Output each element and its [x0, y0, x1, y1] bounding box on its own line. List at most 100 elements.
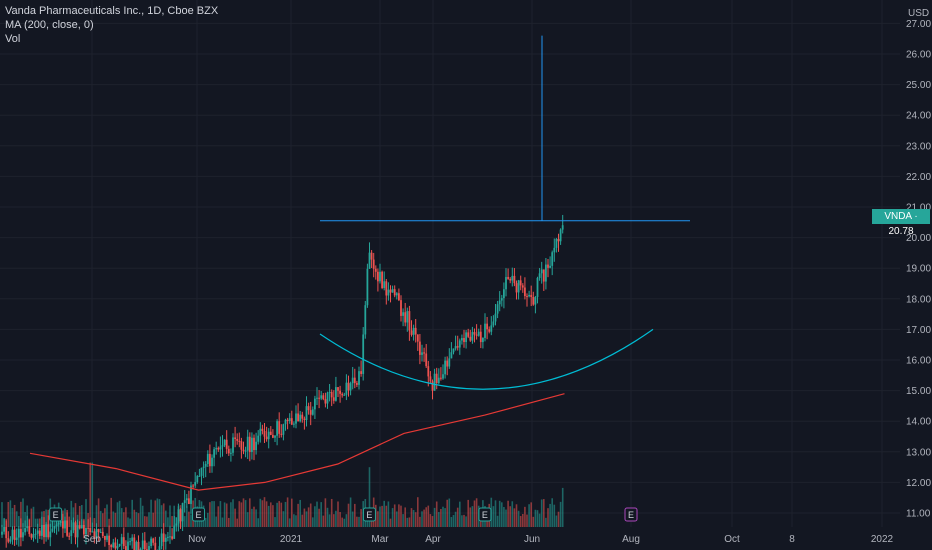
volume-bar [135, 512, 138, 527]
candle-body [374, 268, 377, 272]
volume-bar [171, 516, 173, 527]
candle-body [519, 280, 522, 286]
volume-bar [557, 511, 560, 527]
volume-bar [471, 506, 474, 527]
price-tick-label: 14.00 [906, 417, 931, 428]
rounded-bottom-curve [319, 328, 654, 390]
volume-bar [129, 518, 131, 527]
candle-body [524, 287, 526, 297]
volume-bar [347, 503, 350, 527]
volume-bar [494, 500, 497, 527]
candle-body [288, 418, 291, 422]
volume-bar [429, 514, 432, 527]
volume-bar [20, 501, 22, 527]
candle-body [99, 531, 102, 533]
candle-body [22, 532, 24, 538]
candle-body [227, 448, 230, 454]
candle-body [482, 337, 484, 343]
candle-body [353, 377, 356, 384]
volume-bar [431, 516, 434, 527]
candle-body [87, 527, 89, 529]
candle-body [332, 397, 335, 401]
volume-bar [534, 509, 537, 527]
time-tick-label: Jun [524, 534, 540, 545]
volume-bar [133, 509, 136, 527]
volume-bar [158, 499, 161, 527]
candle-body [316, 397, 318, 399]
candle-body [307, 406, 310, 411]
candle-body [152, 538, 155, 543]
volume-bar [32, 506, 35, 527]
volume-bar [454, 511, 457, 527]
volume-bar [137, 513, 140, 527]
time-axis[interactable]: Sep Nov 2021 Mar Apr Jun Aug Oct 8 2022 [83, 534, 893, 545]
candle-body [389, 289, 392, 293]
candle-body [95, 529, 98, 539]
volume-bar [356, 516, 358, 527]
price-axis-currency: USD [908, 8, 929, 19]
volume-bar [74, 503, 77, 527]
volume-bar [465, 516, 467, 527]
volume-bar [272, 505, 274, 527]
volume-bar [559, 501, 562, 527]
volume-bar [156, 498, 159, 527]
candle-body [295, 413, 297, 424]
price-tick-label: 16.00 [906, 356, 931, 367]
volume-bar [440, 508, 442, 527]
volume-bar [456, 507, 459, 527]
legend-symbol[interactable]: Vanda Pharmaceuticals Inc., 1D, Cboe BZX [5, 5, 219, 17]
volume-bar [412, 510, 415, 527]
volume-bar [255, 509, 257, 527]
candle-body [219, 446, 222, 450]
volume-bar [215, 516, 217, 527]
legend-ma[interactable]: MA (200, close, 0) [5, 19, 94, 31]
candle-body [129, 541, 131, 543]
candle-body [379, 271, 381, 282]
volume-bar [387, 501, 390, 527]
candle-body [34, 533, 37, 535]
volume-bar [81, 505, 83, 527]
volume-bar [396, 511, 398, 527]
candle-body [5, 526, 8, 539]
candle-body [76, 525, 79, 538]
candle-body [164, 537, 167, 542]
candle-body [284, 419, 287, 425]
volume-bar [301, 514, 304, 527]
candle-body [414, 327, 417, 335]
volume-bar [505, 509, 507, 527]
candle-body [68, 535, 71, 537]
candle-body [209, 453, 211, 467]
volume-bar [467, 499, 469, 527]
candle-body [173, 525, 176, 539]
volume-bar [108, 518, 110, 527]
volume-bar [307, 507, 310, 527]
volume-bar [190, 514, 192, 527]
last-price-value: 20.78 [888, 226, 914, 237]
candle-body [141, 540, 144, 549]
volume-bar [141, 505, 144, 527]
volume-bar [259, 498, 262, 527]
legend-vol[interactable]: Vol [5, 33, 21, 45]
candle-body [263, 431, 266, 437]
price-axis[interactable]: USD 27.00 26.00 25.00 24.00 23.00 22.00 21.00 2… [906, 8, 931, 520]
candle-body [364, 305, 367, 335]
earnings-marker-label: E [482, 510, 488, 520]
volume-bar [511, 501, 514, 527]
volume-bar [402, 514, 404, 527]
volume-bar [358, 516, 360, 527]
candle-body [366, 268, 369, 306]
candle-body [513, 275, 516, 284]
candle-body [404, 312, 407, 323]
candle-body [253, 437, 255, 451]
candle-body [47, 524, 50, 538]
earnings-marker-label: E [366, 510, 372, 520]
candle-body [169, 536, 171, 538]
candle-body [547, 264, 549, 268]
volume-bar [503, 507, 505, 527]
candle-body [213, 449, 215, 458]
volume-bar [538, 513, 541, 527]
candle-body [251, 437, 253, 453]
candle-body [280, 433, 283, 435]
